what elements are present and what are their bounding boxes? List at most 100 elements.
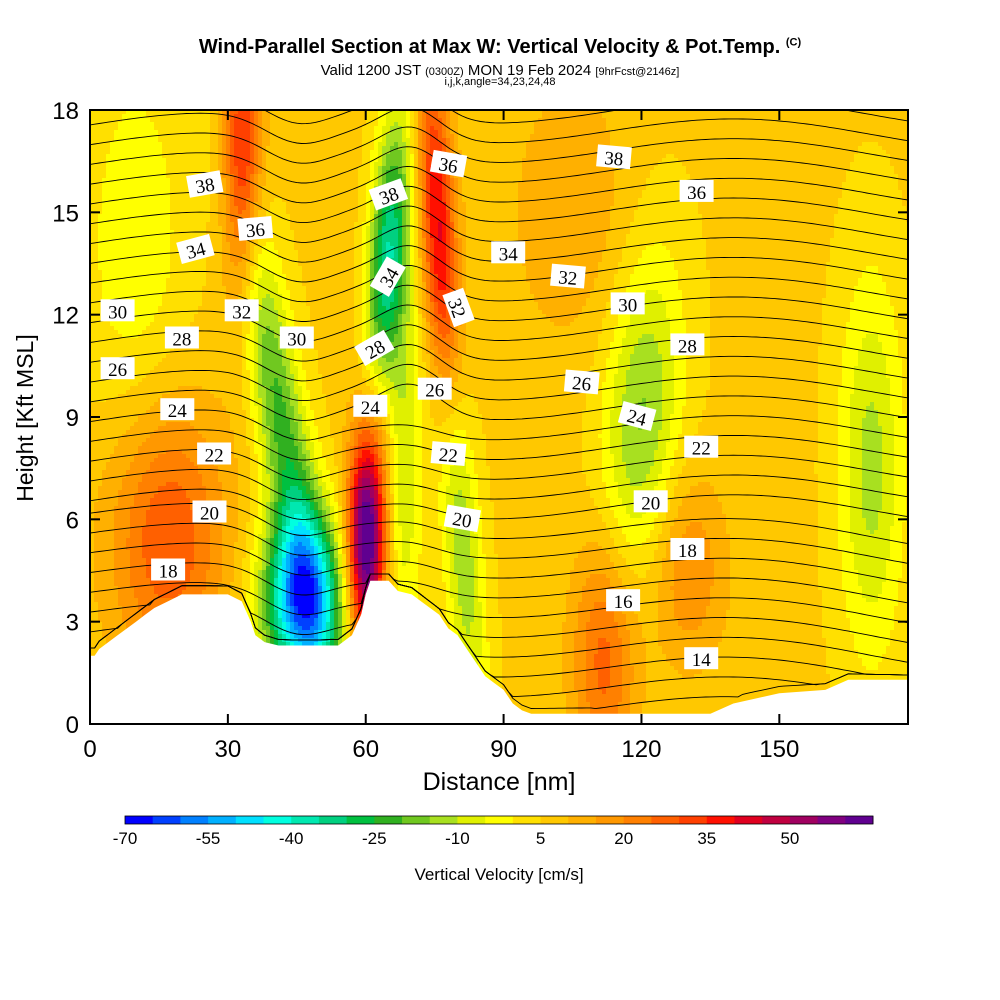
velocity-cell	[210, 142, 215, 147]
velocity-cell	[90, 202, 95, 207]
velocity-cell	[134, 322, 139, 327]
velocity-cell	[186, 170, 191, 175]
velocity-cell	[158, 494, 163, 499]
velocity-cell	[162, 178, 167, 183]
velocity-cell	[114, 222, 119, 227]
velocity-cell	[130, 186, 135, 191]
velocity-cell	[138, 462, 143, 467]
velocity-cell	[182, 110, 187, 115]
velocity-cell	[118, 230, 123, 235]
velocity-cell	[146, 170, 151, 175]
velocity-cell	[174, 542, 179, 547]
velocity-cell	[114, 446, 119, 451]
velocity-cell	[98, 110, 103, 115]
velocity-cell	[114, 442, 119, 447]
velocity-cell	[170, 418, 175, 423]
velocity-cell	[106, 574, 111, 579]
velocity-cell	[158, 590, 163, 595]
velocity-cell	[90, 510, 95, 515]
velocity-cell	[214, 438, 219, 443]
velocity-cell	[134, 370, 139, 375]
velocity-cell	[110, 138, 115, 143]
velocity-cell	[198, 202, 203, 207]
velocity-cell	[162, 210, 167, 215]
velocity-cell	[214, 262, 219, 267]
velocity-cell	[154, 526, 159, 531]
velocity-cell	[94, 194, 99, 199]
velocity-cell	[106, 630, 111, 635]
velocity-cell	[110, 450, 115, 455]
velocity-cell	[110, 322, 115, 327]
velocity-cell	[158, 142, 163, 147]
velocity-cell	[98, 158, 103, 163]
velocity-cell	[146, 290, 151, 295]
velocity-cell	[154, 474, 159, 479]
velocity-cell	[118, 210, 123, 215]
velocity-cell	[126, 114, 131, 119]
velocity-cell	[146, 142, 151, 147]
velocity-cell	[102, 142, 107, 147]
velocity-cell	[142, 378, 147, 383]
velocity-cell	[94, 430, 99, 435]
velocity-cell	[134, 306, 139, 311]
velocity-cell	[102, 406, 107, 411]
velocity-cell	[182, 450, 187, 455]
velocity-cell	[142, 126, 147, 131]
velocity-cell	[194, 206, 199, 211]
velocity-cell	[110, 634, 115, 639]
velocity-cell	[214, 310, 219, 315]
velocity-cell	[94, 290, 99, 295]
velocity-cell	[126, 294, 131, 299]
velocity-cell	[138, 330, 143, 335]
velocity-cell	[174, 590, 179, 595]
velocity-cell	[142, 502, 147, 507]
velocity-cell	[90, 186, 95, 191]
velocity-cell	[210, 330, 215, 335]
velocity-cell	[214, 498, 219, 503]
velocity-cell	[206, 394, 211, 399]
velocity-cell	[162, 190, 167, 195]
velocity-cell	[142, 474, 147, 479]
velocity-cell	[198, 134, 203, 139]
velocity-cell	[158, 242, 163, 247]
velocity-cell	[150, 370, 155, 375]
velocity-cell	[150, 478, 155, 483]
velocity-cell	[202, 134, 207, 139]
velocity-cell	[134, 542, 139, 547]
velocity-cell	[106, 446, 111, 451]
velocity-cell	[158, 422, 163, 427]
velocity-cell	[126, 134, 131, 139]
velocity-cell	[146, 562, 151, 567]
velocity-cell	[182, 506, 187, 511]
velocity-cell	[210, 570, 215, 575]
velocity-cell	[142, 514, 147, 519]
velocity-cell	[174, 430, 179, 435]
velocity-cell	[182, 426, 187, 431]
velocity-cell	[134, 186, 139, 191]
velocity-cell	[158, 510, 163, 515]
velocity-cell	[162, 434, 167, 439]
velocity-cell	[154, 278, 159, 283]
velocity-cell	[98, 270, 103, 275]
velocity-cell	[138, 250, 143, 255]
velocity-cell	[90, 490, 95, 495]
velocity-cell	[214, 146, 219, 151]
velocity-cell	[110, 178, 115, 183]
velocity-cell	[186, 526, 191, 531]
velocity-cell	[150, 150, 155, 155]
velocity-cell	[130, 578, 135, 583]
velocity-cell	[118, 426, 123, 431]
velocity-cell	[130, 446, 135, 451]
velocity-cell	[214, 534, 219, 539]
velocity-cell	[142, 562, 147, 567]
velocity-cell	[182, 546, 187, 551]
velocity-cell	[110, 542, 115, 547]
velocity-cell	[214, 570, 219, 575]
velocity-cell	[178, 582, 183, 587]
velocity-cell	[102, 386, 107, 391]
velocity-cell	[134, 238, 139, 243]
velocity-cell	[198, 542, 203, 547]
velocity-cell	[130, 170, 135, 175]
velocity-cell	[150, 398, 155, 403]
velocity-cell	[174, 178, 179, 183]
